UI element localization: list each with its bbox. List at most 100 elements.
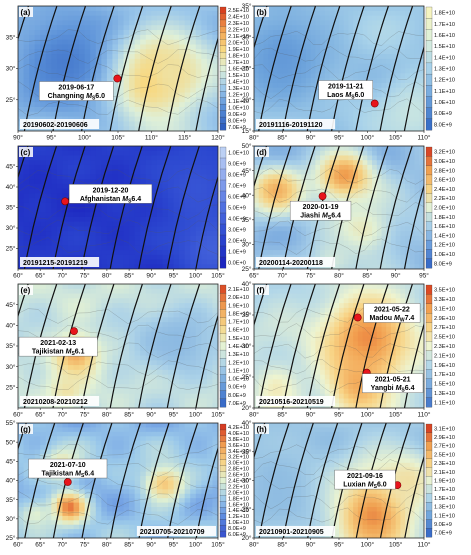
colorbar-swatch bbox=[426, 332, 432, 342]
y-tick-label: 40° bbox=[6, 477, 16, 485]
date-range-label: 20210901-20210905 bbox=[259, 529, 324, 536]
colorbar-swatch bbox=[220, 374, 226, 382]
colorbar: 1.0E+109.0E+98.0E+97.0E+96.0E+95.0E+94.0… bbox=[220, 147, 249, 268]
colorbar-label: 1.7E+10 bbox=[434, 372, 455, 378]
y-tick-label: 30° bbox=[242, 477, 252, 485]
colorbar-swatch bbox=[220, 98, 226, 105]
x-tick-label: 95° bbox=[334, 134, 344, 142]
y-tick-label: 30° bbox=[242, 241, 252, 249]
event-date: 2019-11-21 bbox=[328, 84, 364, 91]
epicenter-marker bbox=[114, 75, 121, 82]
colorbar-label: 1.0E+9 bbox=[228, 250, 246, 256]
event-date: 2020-01-19 bbox=[303, 204, 339, 211]
colorbar: 3.1E+102.9E+102.7E+102.5E+102.3E+102.1E+… bbox=[426, 424, 455, 537]
colorbar-label: 1.2E+10 bbox=[228, 360, 249, 366]
colorbar-label: 2.9E+10 bbox=[434, 316, 455, 322]
y-tick-label: 35° bbox=[242, 2, 252, 10]
colorbar-swatch bbox=[426, 502, 432, 511]
colorbar-swatch bbox=[220, 111, 226, 118]
y-tick-label: 30° bbox=[6, 65, 16, 73]
colorbar-label: 1.4E+10 bbox=[228, 79, 249, 85]
y-tick-label: 35° bbox=[6, 33, 16, 41]
y-tick-label: 30° bbox=[6, 363, 16, 371]
colorbar-swatch bbox=[220, 39, 226, 46]
x-tick-label: 90° bbox=[146, 541, 156, 549]
x-tick-label: 100° bbox=[189, 272, 203, 280]
colorbar-label: 2.0E+10 bbox=[228, 41, 249, 47]
date-range-label: 20210516-20210519 bbox=[259, 399, 324, 406]
colorbar-label: 1.3E+10 bbox=[228, 86, 249, 92]
colorbar-swatch bbox=[426, 259, 432, 269]
x-tick-label: 85° bbox=[124, 272, 134, 280]
colorbar-label: 1.3E+10 bbox=[434, 67, 455, 73]
date-range-label: 20190602-20190606 bbox=[23, 122, 88, 129]
colorbar-swatch bbox=[426, 313, 432, 323]
colorbar-swatch bbox=[220, 342, 226, 350]
colorbar-swatch bbox=[220, 326, 226, 334]
colorbar-swatch bbox=[220, 224, 226, 235]
colorbar-label: 1.5E+10 bbox=[228, 336, 249, 342]
colorbar-label: 2.9E+10 bbox=[434, 435, 455, 441]
colorbar-label: 9.0E+9 bbox=[228, 162, 246, 168]
colorbar-swatch bbox=[426, 476, 432, 485]
colorbar-swatch bbox=[220, 430, 226, 436]
colorbar-label: 2.6E+10 bbox=[434, 178, 455, 184]
x-tick-label: 80° bbox=[102, 411, 112, 419]
colorbar-label: 3.5E+10 bbox=[434, 288, 455, 294]
y-tick-label: 50° bbox=[242, 142, 252, 150]
colorbar-label: 1.7E+10 bbox=[434, 22, 455, 28]
colorbar-swatch bbox=[220, 158, 226, 169]
colorbar-label: 9.0E+9 bbox=[228, 112, 246, 118]
colorbar-swatch bbox=[426, 323, 432, 333]
x-tick-label: 105° bbox=[211, 541, 225, 549]
colorbar-swatch bbox=[220, 46, 226, 53]
y-tick-label: 25° bbox=[242, 505, 252, 513]
event-date: 2021-09-16 bbox=[347, 473, 383, 480]
heatmap-field bbox=[18, 6, 219, 132]
colorbar-label: 1.2E+10 bbox=[434, 78, 455, 84]
y-tick-label: 40° bbox=[242, 191, 252, 199]
colorbar-swatch bbox=[220, 399, 226, 407]
panel-3: 65°70°75°80°85°90°95°25°30°35°40°45°50°(… bbox=[235, 142, 461, 279]
x-tick-label: 75° bbox=[306, 272, 316, 280]
colorbar-label: 2.4E+10 bbox=[434, 187, 455, 193]
colorbar-swatch bbox=[426, 184, 432, 194]
colorbar-swatch bbox=[220, 383, 226, 391]
date-range-label: 20210208-20210212 bbox=[23, 399, 88, 406]
y-tick-label: 35° bbox=[6, 342, 16, 350]
colorbar-label: 3.2E+10 bbox=[434, 150, 455, 156]
colorbar-label: 1.6E+10 bbox=[434, 224, 455, 230]
colorbar-label: 1.0E+10 bbox=[434, 100, 455, 106]
y-tick-label: 45° bbox=[6, 163, 16, 171]
x-tick-label: 105° bbox=[111, 134, 125, 142]
panel-6: 60°65°70°75°80°85°90°95°100°105°25°30°35… bbox=[0, 419, 255, 548]
colorbar-swatch bbox=[220, 33, 226, 40]
colorbar-swatch bbox=[220, 478, 226, 484]
colorbar-label: 2.7E+10 bbox=[434, 444, 455, 450]
y-tick-label: 25° bbox=[6, 534, 16, 542]
x-tick-label: 65° bbox=[35, 272, 45, 280]
colorbar-label: 1.9E+10 bbox=[434, 479, 455, 485]
colorbar-label: 1.3E+10 bbox=[434, 505, 455, 511]
x-tick-label: 75° bbox=[80, 411, 90, 419]
colorbar-label: 1.0E+10 bbox=[228, 105, 249, 111]
colorbar-swatch bbox=[426, 212, 432, 222]
colorbar: 1.8E+101.7E+101.6E+101.5E+101.4E+101.3E+… bbox=[426, 7, 455, 130]
y-tick-label: 15° bbox=[242, 127, 252, 135]
colorbar-label: 5.0E+9 bbox=[228, 206, 246, 212]
x-tick-label: 85° bbox=[124, 411, 134, 419]
colorbar-label: 9.0E+9 bbox=[434, 111, 452, 117]
epicenter-marker bbox=[64, 478, 71, 485]
colorbar-swatch bbox=[220, 466, 226, 472]
epicenter-marker bbox=[371, 100, 378, 107]
colorbar-label: 1.7E+10 bbox=[228, 320, 249, 326]
x-tick-label: 100° bbox=[361, 411, 375, 419]
colorbar-swatch bbox=[220, 519, 226, 525]
colorbar-label: 9.0E+9 bbox=[228, 385, 246, 391]
colorbar-swatch bbox=[220, 366, 226, 374]
colorbar: 3.2E+103.0E+102.8E+102.6E+102.4E+102.2E+… bbox=[426, 147, 455, 268]
colorbar-swatch bbox=[426, 341, 432, 351]
colorbar-swatch bbox=[220, 26, 226, 33]
event-date: 2019-06-17 bbox=[58, 85, 94, 92]
x-tick-label: 95° bbox=[334, 411, 344, 419]
